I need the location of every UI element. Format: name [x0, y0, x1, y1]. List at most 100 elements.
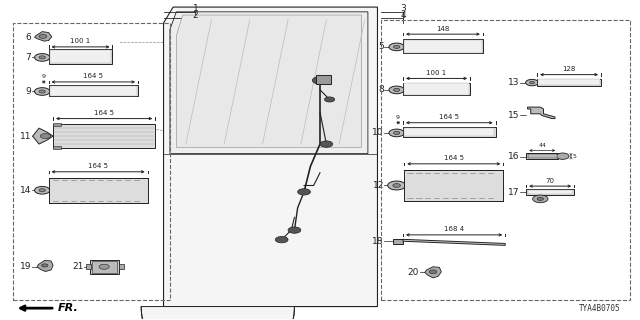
Bar	[403, 127, 495, 137]
Bar	[403, 83, 470, 95]
Circle shape	[312, 76, 328, 84]
Bar	[53, 123, 61, 126]
Circle shape	[324, 97, 335, 102]
Text: 164 5: 164 5	[88, 163, 108, 169]
Text: 3: 3	[400, 4, 406, 13]
Text: 148: 148	[436, 26, 450, 32]
Circle shape	[35, 88, 50, 95]
Bar	[404, 170, 503, 201]
Circle shape	[35, 187, 50, 194]
Bar	[538, 79, 600, 85]
Circle shape	[525, 79, 538, 86]
Bar	[404, 83, 468, 95]
Text: TYA4B0705: TYA4B0705	[579, 304, 620, 313]
Circle shape	[394, 45, 400, 49]
Circle shape	[388, 181, 406, 190]
Circle shape	[393, 184, 401, 188]
Circle shape	[298, 189, 310, 195]
Text: 21: 21	[72, 262, 84, 271]
Text: 12: 12	[372, 181, 384, 190]
Circle shape	[394, 131, 400, 134]
Bar	[50, 86, 137, 96]
Text: 17: 17	[508, 188, 519, 197]
Polygon shape	[35, 32, 52, 41]
Circle shape	[275, 236, 288, 243]
Polygon shape	[403, 239, 505, 245]
Circle shape	[288, 227, 301, 233]
Text: FR.: FR.	[58, 303, 79, 313]
Polygon shape	[37, 260, 53, 271]
Text: 15: 15	[508, 111, 519, 120]
Text: 5: 5	[573, 154, 577, 159]
Text: 5: 5	[378, 42, 384, 52]
Text: 168 4: 168 4	[444, 226, 464, 232]
Bar	[119, 264, 124, 269]
Circle shape	[537, 197, 543, 200]
Text: 7: 7	[26, 53, 31, 62]
Bar	[49, 85, 138, 96]
Bar	[394, 239, 403, 244]
Bar	[404, 127, 494, 136]
Bar	[13, 23, 170, 300]
Text: 6: 6	[26, 33, 31, 42]
Bar	[404, 40, 481, 52]
Text: 2: 2	[193, 11, 198, 20]
Text: 9: 9	[42, 74, 46, 79]
Circle shape	[35, 53, 50, 61]
Bar	[92, 261, 117, 273]
Circle shape	[394, 88, 400, 92]
Circle shape	[39, 56, 45, 59]
Text: 11: 11	[20, 132, 31, 140]
Bar	[526, 189, 574, 195]
Polygon shape	[164, 7, 378, 307]
Text: 18: 18	[372, 237, 384, 246]
Bar	[381, 20, 630, 300]
Bar	[537, 79, 601, 86]
Text: 164 5: 164 5	[439, 114, 460, 120]
Bar	[86, 264, 91, 269]
Bar	[49, 178, 148, 203]
Circle shape	[320, 141, 333, 147]
Circle shape	[556, 153, 569, 159]
Circle shape	[532, 195, 548, 203]
Polygon shape	[33, 128, 53, 144]
Bar	[53, 124, 156, 148]
Bar	[90, 260, 119, 274]
Polygon shape	[527, 107, 555, 119]
Text: 20: 20	[408, 268, 419, 277]
Text: 100 1: 100 1	[70, 38, 91, 44]
Circle shape	[389, 43, 404, 51]
Circle shape	[99, 264, 109, 269]
Circle shape	[39, 189, 45, 192]
Text: 164 5: 164 5	[83, 73, 103, 79]
Text: 9: 9	[26, 87, 31, 96]
Bar	[49, 50, 113, 64]
Circle shape	[389, 86, 404, 94]
Circle shape	[39, 90, 45, 93]
Polygon shape	[176, 15, 362, 147]
Text: 44: 44	[538, 143, 546, 148]
Polygon shape	[425, 267, 442, 278]
Text: 164 5: 164 5	[444, 155, 464, 161]
Text: 100 1: 100 1	[426, 70, 447, 76]
Circle shape	[39, 35, 47, 38]
Text: 70: 70	[546, 178, 555, 184]
Text: 4: 4	[400, 11, 406, 20]
Bar	[527, 154, 557, 158]
Circle shape	[40, 133, 51, 139]
Bar	[53, 146, 61, 149]
Text: 8: 8	[378, 85, 384, 94]
Bar	[50, 50, 111, 63]
Text: 14: 14	[20, 186, 31, 195]
Polygon shape	[170, 12, 368, 154]
Text: 164 5: 164 5	[94, 110, 114, 116]
Text: 128: 128	[563, 66, 576, 72]
Circle shape	[42, 264, 48, 267]
Circle shape	[429, 270, 437, 274]
Bar	[403, 39, 483, 53]
Polygon shape	[141, 307, 294, 320]
Bar	[526, 153, 558, 159]
Circle shape	[529, 81, 534, 84]
Text: 10: 10	[372, 128, 384, 137]
Text: 9: 9	[396, 115, 400, 120]
